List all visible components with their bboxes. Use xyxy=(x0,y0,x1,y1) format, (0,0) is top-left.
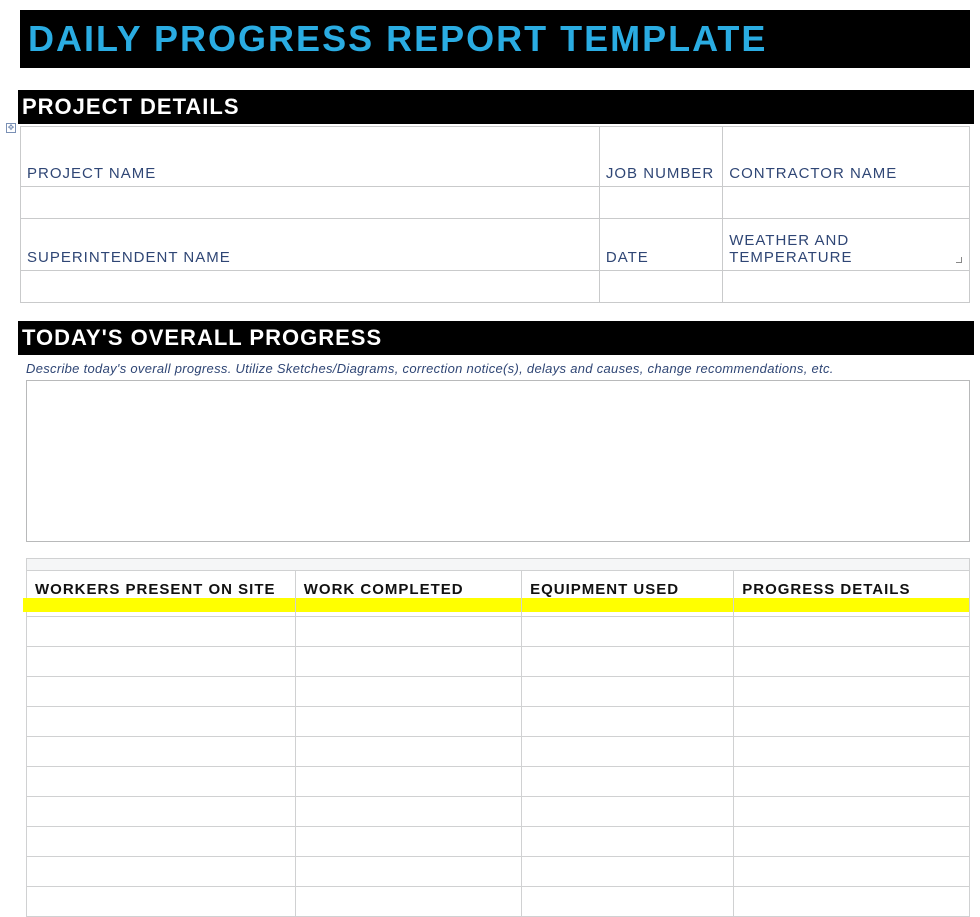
date-label: DATE xyxy=(600,245,722,270)
date-cell[interactable]: DATE xyxy=(599,219,722,271)
table-cell[interactable] xyxy=(522,827,734,857)
table-anchor-icon[interactable]: ✥ xyxy=(6,123,16,133)
superintendent-label: SUPERINTENDENT NAME xyxy=(21,245,599,270)
table-cell[interactable] xyxy=(734,737,970,767)
superintendent-input[interactable] xyxy=(21,271,600,303)
table-cell[interactable] xyxy=(295,707,521,737)
work-table: WORKERS PRESENT ON SITE WORK COMPLETED E… xyxy=(26,570,970,917)
table-cell[interactable] xyxy=(734,857,970,887)
overall-progress-textarea[interactable] xyxy=(26,380,970,542)
section-header-overall-progress: TODAY'S OVERALL PROGRESS xyxy=(18,321,974,355)
table-row xyxy=(27,827,970,857)
table-cell[interactable] xyxy=(27,647,296,677)
table-row xyxy=(27,647,970,677)
table-cell[interactable] xyxy=(734,677,970,707)
project-name-input[interactable] xyxy=(21,187,600,219)
table-row xyxy=(27,707,970,737)
weather-label: WEATHER AND TEMPERATURE xyxy=(723,228,969,270)
table-cell[interactable] xyxy=(734,767,970,797)
table-cell[interactable] xyxy=(522,707,734,737)
table-cell[interactable] xyxy=(295,647,521,677)
superintendent-cell[interactable]: SUPERINTENDENT NAME xyxy=(21,219,600,271)
table-cell[interactable] xyxy=(522,737,734,767)
table-row xyxy=(27,737,970,767)
table-cell[interactable] xyxy=(27,737,296,767)
page-title-bar: DAILY PROGRESS REPORT TEMPLATE xyxy=(20,10,970,68)
col-workers-present: WORKERS PRESENT ON SITE xyxy=(27,571,296,617)
table-cell[interactable] xyxy=(27,857,296,887)
contractor-name-label: CONTRACTOR NAME xyxy=(723,161,969,186)
date-input[interactable] xyxy=(599,271,722,303)
table-cell[interactable] xyxy=(522,767,734,797)
project-details-table: PROJECT NAME JOB NUMBER CONTRACTOR NAME … xyxy=(20,126,970,303)
overall-progress-helper: Describe today's overall progress. Utili… xyxy=(20,355,970,380)
table-cell[interactable] xyxy=(27,827,296,857)
weather-cell[interactable]: WEATHER AND TEMPERATURE xyxy=(723,219,970,271)
table-row xyxy=(27,617,970,647)
table-cell[interactable] xyxy=(27,797,296,827)
col-progress-details: PROGRESS DETAILS xyxy=(734,571,970,617)
table-cell[interactable] xyxy=(734,797,970,827)
table-cell[interactable] xyxy=(295,857,521,887)
contractor-name-input[interactable] xyxy=(723,187,970,219)
cell-resize-marker[interactable] xyxy=(956,257,962,263)
table-cell[interactable] xyxy=(522,617,734,647)
table-row xyxy=(27,767,970,797)
col-equipment-used: EQUIPMENT USED xyxy=(522,571,734,617)
table-cell[interactable] xyxy=(27,707,296,737)
table-cell[interactable] xyxy=(295,797,521,827)
contractor-name-cell[interactable]: CONTRACTOR NAME xyxy=(723,127,970,187)
table-row xyxy=(27,797,970,827)
project-name-label: PROJECT NAME xyxy=(21,161,599,186)
table-cell[interactable] xyxy=(522,797,734,827)
table-cell[interactable] xyxy=(522,647,734,677)
table-cell[interactable] xyxy=(295,767,521,797)
table-cell[interactable] xyxy=(734,887,970,917)
table-cell[interactable] xyxy=(295,617,521,647)
table-cell[interactable] xyxy=(295,827,521,857)
table-cell[interactable] xyxy=(295,887,521,917)
job-number-input[interactable] xyxy=(599,187,722,219)
table-cell[interactable] xyxy=(27,887,296,917)
table-row xyxy=(27,677,970,707)
project-name-cell[interactable]: PROJECT NAME xyxy=(21,127,600,187)
table-cell[interactable] xyxy=(295,737,521,767)
job-number-cell[interactable]: JOB NUMBER xyxy=(599,127,722,187)
table-cell[interactable] xyxy=(522,677,734,707)
table-row xyxy=(27,857,970,887)
table-cell[interactable] xyxy=(27,617,296,647)
work-table-top-border xyxy=(26,558,970,570)
page-title: DAILY PROGRESS REPORT TEMPLATE xyxy=(28,18,962,60)
table-cell[interactable] xyxy=(27,677,296,707)
weather-input[interactable] xyxy=(723,271,970,303)
text-cursor xyxy=(24,10,25,62)
job-number-label: JOB NUMBER xyxy=(600,161,722,186)
table-cell[interactable] xyxy=(734,707,970,737)
table-cell[interactable] xyxy=(734,617,970,647)
table-row xyxy=(27,887,970,917)
table-cell[interactable] xyxy=(522,857,734,887)
table-cell[interactable] xyxy=(734,647,970,677)
col-work-completed: WORK COMPLETED xyxy=(295,571,521,617)
section-header-project-details: PROJECT DETAILS xyxy=(18,90,974,124)
table-cell[interactable] xyxy=(522,887,734,917)
table-cell[interactable] xyxy=(295,677,521,707)
table-cell[interactable] xyxy=(27,767,296,797)
table-cell[interactable] xyxy=(734,827,970,857)
